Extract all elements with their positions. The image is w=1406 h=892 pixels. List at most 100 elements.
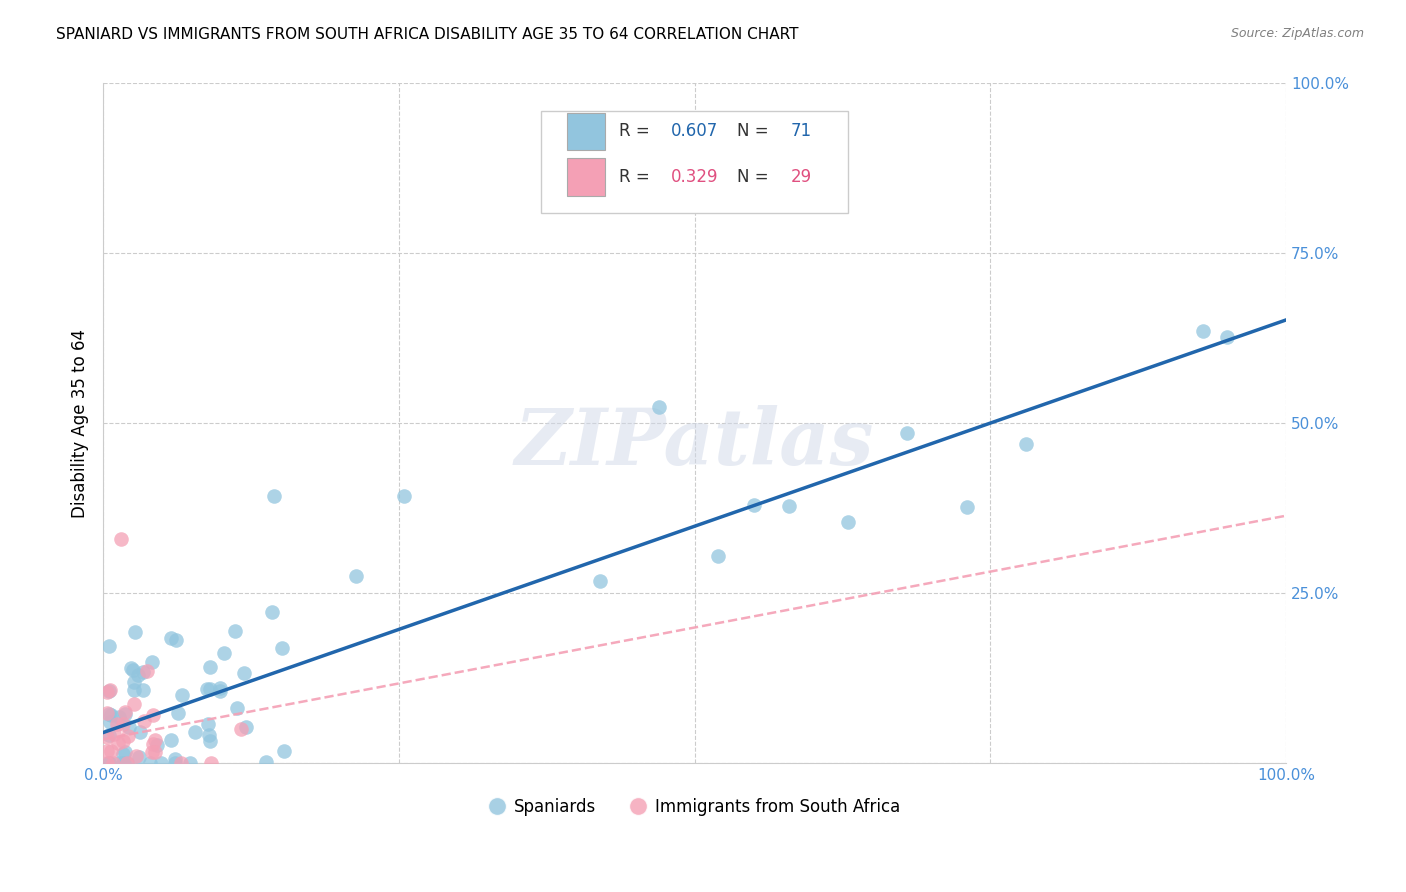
Point [209, 684, 232, 698]
Point [648, 401, 671, 415]
Point [165, 632, 187, 647]
Point [1216, 330, 1239, 344]
Point [270, 641, 292, 656]
Point [273, 744, 295, 758]
Point [122, 663, 145, 677]
Point [778, 500, 800, 514]
Point [209, 681, 232, 696]
Point [344, 568, 367, 582]
Point [195, 681, 218, 696]
Point [263, 489, 285, 503]
Point [128, 725, 150, 739]
FancyBboxPatch shape [541, 111, 848, 212]
Point [110, 532, 132, 546]
Point [172, 688, 194, 702]
Point [146, 738, 169, 752]
Point [124, 625, 146, 640]
Point [98, 756, 121, 771]
Point [122, 674, 145, 689]
Text: ZIPatlas: ZIPatlas [515, 406, 875, 482]
Point [141, 655, 163, 669]
Point [98, 756, 121, 771]
Point [235, 720, 257, 734]
Point [125, 749, 148, 764]
Point [142, 707, 165, 722]
Point [224, 624, 246, 638]
Point [120, 661, 142, 675]
Point [179, 756, 201, 771]
Point [142, 737, 165, 751]
Point [1015, 437, 1038, 451]
Point [96, 685, 118, 699]
Point [132, 714, 155, 728]
Point [742, 499, 765, 513]
Point [115, 756, 138, 771]
Point [837, 516, 859, 530]
Point [392, 489, 415, 503]
Point [163, 756, 186, 771]
Point [128, 750, 150, 764]
Text: 71: 71 [790, 122, 811, 140]
Point [127, 668, 149, 682]
Point [114, 705, 136, 719]
Point [166, 706, 188, 720]
Point [200, 659, 222, 673]
Point [112, 716, 135, 731]
Point [98, 728, 121, 742]
Point [135, 664, 157, 678]
Text: 0.607: 0.607 [671, 122, 718, 140]
Point [198, 728, 221, 742]
Point [98, 707, 121, 722]
Point [141, 745, 163, 759]
Point [163, 752, 186, 766]
Point [226, 701, 249, 715]
Point [150, 756, 173, 771]
Point [111, 756, 134, 771]
Point [105, 716, 128, 731]
Point [96, 706, 118, 721]
Point [184, 724, 207, 739]
Point [114, 745, 136, 759]
Y-axis label: Disability Age 35 to 64: Disability Age 35 to 64 [72, 329, 89, 517]
Point [96, 744, 118, 758]
Point [143, 732, 166, 747]
Point [98, 714, 121, 729]
Point [115, 756, 138, 771]
FancyBboxPatch shape [567, 158, 605, 195]
Point [1192, 324, 1215, 338]
Point [955, 500, 977, 514]
Point [111, 733, 134, 747]
Point [112, 756, 135, 771]
Point [100, 744, 122, 758]
Text: 29: 29 [790, 168, 811, 186]
Point [96, 756, 118, 771]
Point [254, 755, 277, 769]
Point [122, 697, 145, 711]
Point [108, 756, 131, 771]
Point [139, 756, 162, 771]
Point [114, 707, 136, 722]
Point [98, 639, 121, 653]
Point [589, 574, 612, 589]
Point [103, 756, 125, 771]
Point [896, 425, 918, 440]
Point [707, 549, 730, 563]
Point [96, 730, 118, 744]
Point [198, 681, 221, 696]
Point [98, 684, 121, 698]
Point [118, 720, 141, 734]
Point [160, 733, 183, 747]
Point [160, 631, 183, 645]
Point [103, 727, 125, 741]
Point [122, 683, 145, 698]
Text: N =: N = [737, 122, 773, 140]
Point [262, 605, 284, 619]
Point [197, 717, 219, 731]
Text: R =: R = [619, 168, 655, 186]
Text: 0.329: 0.329 [671, 168, 718, 186]
Point [108, 710, 131, 724]
Point [170, 756, 193, 771]
Point [200, 734, 222, 748]
Point [132, 665, 155, 679]
Text: N =: N = [737, 168, 773, 186]
